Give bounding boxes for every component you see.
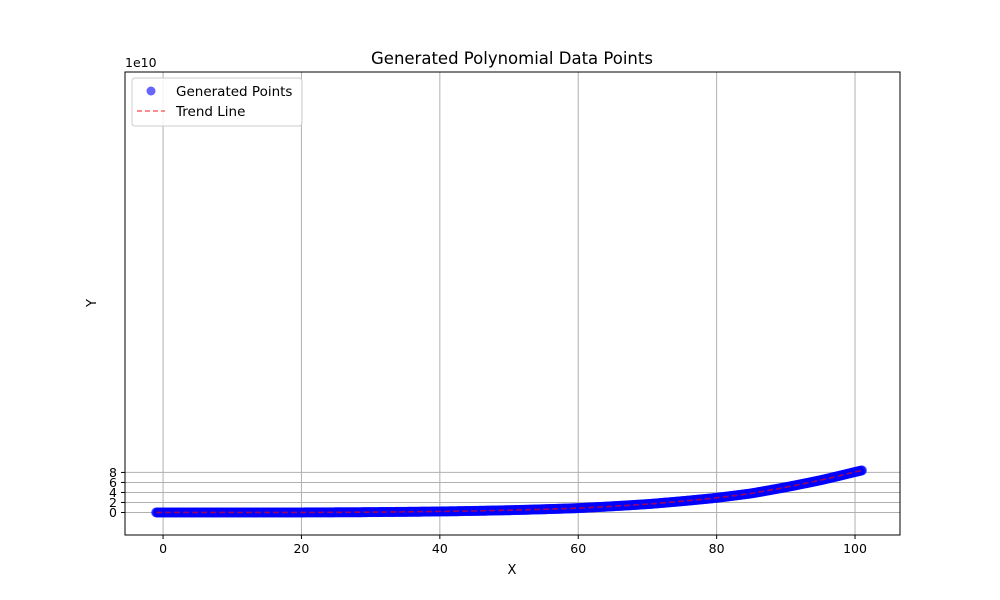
- plot-area: [151, 465, 867, 518]
- x-tick-label: 80: [709, 541, 725, 556]
- x-tick-label: 20: [293, 541, 309, 556]
- y-tick-label: 0: [109, 505, 117, 520]
- x-tick-label: 0: [159, 541, 167, 556]
- legend-label-trend-line: Trend Line: [175, 104, 245, 120]
- scatter-point: [856, 465, 867, 476]
- axes-frame: [124, 71, 901, 536]
- legend-label-generated-points: Generated Points: [176, 84, 292, 100]
- grid: [125, 72, 900, 535]
- legend: Generated Points Trend Line: [131, 77, 303, 127]
- y-tick-label: 4: [109, 485, 117, 500]
- x-tick-label: 100: [843, 541, 867, 556]
- y-tick-label: 2: [109, 495, 117, 510]
- legend-box: [131, 77, 303, 127]
- chart-title: Generated Polynomial Data Points: [371, 49, 653, 68]
- x-axis-label: X: [508, 563, 517, 578]
- legend-marker-generated-points: [146, 86, 156, 96]
- y-tick-label: 8: [109, 465, 117, 480]
- trend-line: [156, 469, 863, 514]
- y-axis-offset-label: 1e10: [125, 55, 157, 70]
- x-tick-label: 40: [432, 541, 448, 556]
- y-tick-label: 6: [109, 475, 117, 490]
- x-tick-label: 60: [570, 541, 586, 556]
- y-axis-label: Y: [85, 299, 100, 308]
